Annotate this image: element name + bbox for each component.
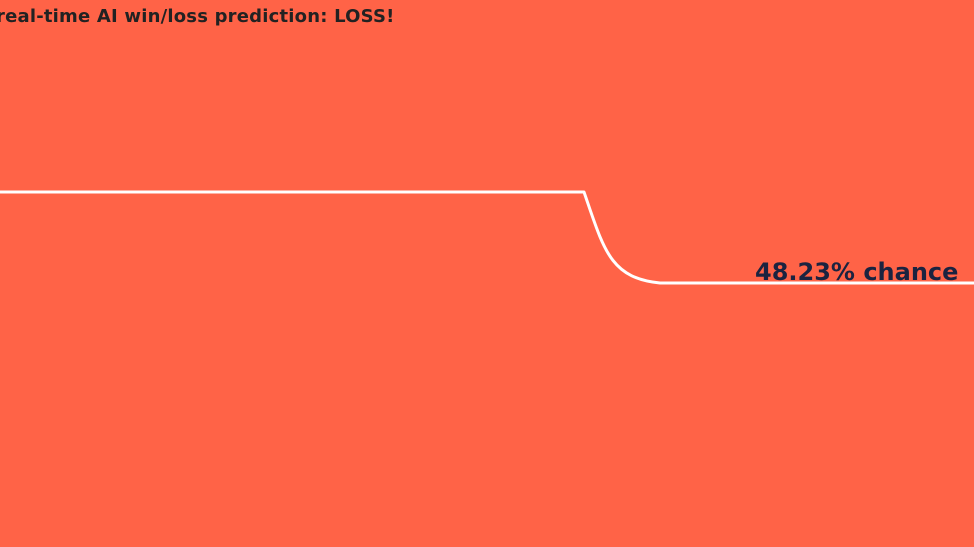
win-chance-label: 48.23% chance: [755, 258, 959, 286]
prediction-headline: real-time AI win/loss prediction: LOSS!: [0, 6, 395, 27]
trend-line-path: [0, 190, 974, 285]
